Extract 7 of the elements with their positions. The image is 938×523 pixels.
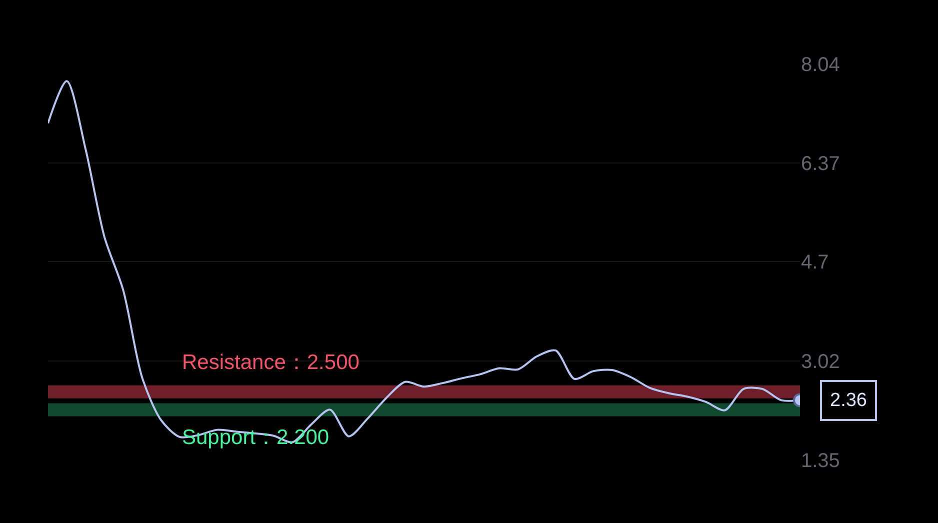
y-tick-label: 4.7 xyxy=(801,252,829,274)
y-tick-label: 1.35 xyxy=(801,450,840,472)
y-tick-label: 3.02 xyxy=(801,351,840,374)
ref-line-label: Resistance：2.500 xyxy=(182,351,360,374)
y-tick-label: 6.37 xyxy=(801,152,840,175)
y-tick-label: 8.04 xyxy=(801,54,840,76)
text: 2.36 xyxy=(830,390,867,411)
